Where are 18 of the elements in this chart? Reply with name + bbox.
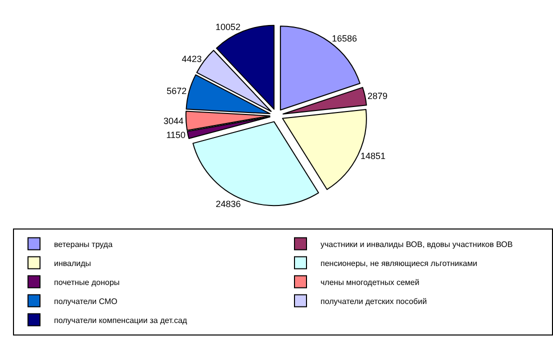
data-label: 14851 <box>360 151 386 162</box>
legend-label: почетные доноры <box>54 278 120 287</box>
data-label: 16586 <box>332 34 357 44</box>
data-label: 10052 <box>216 22 241 32</box>
legend-label: пенсионеры, не являющиеся льготниками <box>320 258 478 268</box>
data-label: 1150 <box>166 130 186 140</box>
legend-label: получатели СМО <box>54 296 118 306</box>
legend-label: получатели компенсации за дет.сад <box>54 316 188 325</box>
legend-label: члены многодетных семей <box>320 278 420 287</box>
data-label: 4423 <box>182 54 202 64</box>
legend-label: инвалиды <box>54 258 92 268</box>
legend-label: получатели детских пособий <box>320 296 427 306</box>
data-label: 24836 <box>216 199 241 210</box>
legend-label: ветераны труда <box>54 240 114 249</box>
data-label: 2879 <box>368 90 388 101</box>
legend-label: участники и инвалиды ВОВ, вдовы участников ВОВ <box>320 240 513 249</box>
data-label: 5672 <box>166 86 187 96</box>
data-label: 3044 <box>164 116 184 126</box>
